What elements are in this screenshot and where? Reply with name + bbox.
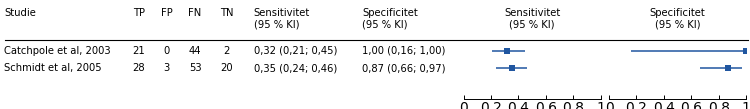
Text: Schmidt et al, 2005: Schmidt et al, 2005	[4, 63, 102, 73]
Text: Sensitivitet
(95 % KI): Sensitivitet (95 % KI)	[254, 8, 310, 29]
Text: FN: FN	[188, 8, 202, 18]
Text: 53: 53	[189, 63, 201, 73]
Text: 2: 2	[224, 46, 230, 56]
Text: Sensitivitet
(95 % KI): Sensitivitet (95 % KI)	[504, 8, 560, 29]
Text: Studie: Studie	[4, 8, 36, 18]
Text: 0: 0	[164, 46, 170, 56]
Text: 20: 20	[220, 63, 232, 73]
Text: FP: FP	[160, 8, 172, 18]
Text: TP: TP	[133, 8, 145, 18]
Text: 21: 21	[132, 46, 146, 56]
Text: 28: 28	[133, 63, 145, 73]
Text: 1,00 (0,16; 1,00): 1,00 (0,16; 1,00)	[362, 46, 446, 56]
Text: Catchpole et al, 2003: Catchpole et al, 2003	[4, 46, 111, 56]
Text: TN: TN	[220, 8, 233, 18]
Text: Specificitet
(95 % KI): Specificitet (95 % KI)	[362, 8, 418, 29]
Text: 44: 44	[189, 46, 201, 56]
Text: 0,87 (0,66; 0,97): 0,87 (0,66; 0,97)	[362, 63, 446, 73]
Text: 0,32 (0,21; 0,45): 0,32 (0,21; 0,45)	[254, 46, 337, 56]
Text: 3: 3	[164, 63, 170, 73]
Text: Specificitet
(95 % KI): Specificitet (95 % KI)	[650, 8, 706, 29]
Text: 0,35 (0,24; 0,46): 0,35 (0,24; 0,46)	[254, 63, 337, 73]
